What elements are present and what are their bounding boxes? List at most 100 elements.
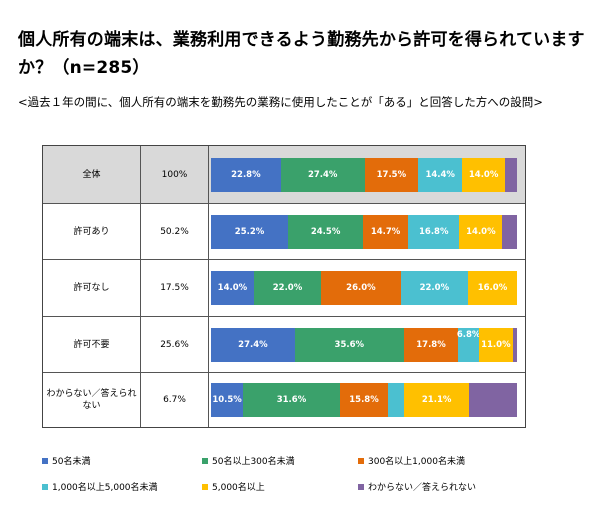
- row-total: 6.7%: [141, 373, 209, 427]
- row-label: 全体: [43, 146, 141, 203]
- data-label: 27.4%: [307, 169, 338, 180]
- bar-segment: 11.0%: [479, 327, 513, 362]
- legend-label: 5,000名以上: [212, 483, 265, 493]
- legend-item: 50名以上300名未満: [202, 454, 295, 467]
- bar-segment: [388, 383, 405, 417]
- data-label: 11.0%: [481, 339, 511, 350]
- bar-segment: 24.5%: [288, 214, 364, 249]
- legend-item: 50名未満: [42, 454, 90, 467]
- bar-cell: 27.4% 35.6% 17.8% 6.8% 11.0%: [209, 317, 525, 372]
- legend: 50名未満 50名以上300名未満 300名以上1,000名未満 1,000名以上5,…: [42, 450, 562, 493]
- bar-segment: 21.1%: [404, 383, 469, 417]
- bar-segment: 16.0%: [468, 271, 517, 305]
- bar-cell: 14.0% 22.0% 26.0% 22.0% 16.0%: [209, 260, 525, 316]
- chart-title: 個人所有の端末は、業務利用できるよう勤務先から許可を得られていますか？（n=28…: [18, 30, 585, 78]
- data-label: 27.4%: [238, 339, 268, 350]
- bar-segment: 31.6%: [243, 383, 340, 417]
- data-label: 24.5%: [310, 226, 341, 237]
- bar-segment: 6.8%: [456, 327, 481, 362]
- data-label: 14.7%: [370, 226, 401, 237]
- legend-swatch: [358, 457, 364, 464]
- table-row: 許可不要 25.6% 27.4% 35.6% 17.8% 6.8% 11.0%: [43, 316, 525, 372]
- bar-segment: 14.0%: [211, 271, 254, 305]
- stacked-bar-table: 全体 100% 22.8% 27.4% 17.5% 14.4% 14.0% 許可あり 50.2%…: [42, 145, 526, 428]
- data-label: 16.0%: [477, 283, 508, 293]
- bar-segment: [502, 214, 517, 249]
- bar-segment: [505, 157, 517, 192]
- row-total: 100%: [141, 146, 209, 203]
- legend-swatch: [42, 457, 48, 464]
- data-label: 21.1%: [421, 395, 452, 405]
- data-label: 14.0%: [468, 169, 499, 180]
- data-label: 14.0%: [466, 226, 496, 237]
- data-label: 17.8%: [416, 339, 446, 350]
- data-label: 22.0%: [272, 283, 303, 293]
- bar-segment: 14.0%: [462, 157, 506, 192]
- data-label: 35.6%: [334, 339, 365, 350]
- legend-label: 1,000名以上5,000名未満: [52, 483, 158, 493]
- bar-cell: 25.2% 24.5% 14.7% 16.8% 14.0%: [209, 204, 525, 259]
- bar-segment: 16.8%: [408, 214, 460, 249]
- legend-label: 50名以上300名未満: [212, 457, 295, 467]
- row-label: わからない／答えられない: [43, 373, 141, 427]
- bar-segment: 22.8%: [211, 157, 281, 192]
- table-row: 許可なし 17.5% 14.0% 22.0% 26.0% 22.0% 16.0%: [43, 259, 525, 316]
- bar-segment: [512, 327, 517, 362]
- bar-segment: 22.0%: [253, 271, 322, 305]
- stacked-bar: 14.0% 22.0% 26.0% 22.0% 16.0%: [211, 271, 517, 305]
- bar-segment: 17.8%: [403, 327, 459, 362]
- bar-segment: 26.0%: [321, 271, 401, 305]
- data-label: 31.6%: [276, 395, 307, 405]
- bar-segment: [468, 383, 517, 417]
- stacked-bar: 27.4% 35.6% 17.8% 6.8% 11.0%: [211, 327, 517, 362]
- row-total: 50.2%: [141, 204, 209, 259]
- legend-swatch: [202, 483, 208, 490]
- row-label: 許可あり: [43, 204, 141, 259]
- bar-segment: 35.6%: [294, 327, 404, 362]
- bar-cell: 22.8% 27.4% 17.5% 14.4% 14.0%: [209, 146, 525, 203]
- legend-swatch: [358, 483, 364, 490]
- bar-segment: 22.0%: [400, 271, 468, 305]
- data-label: 26.0%: [346, 283, 376, 293]
- table-row: 許可あり 50.2% 25.2% 24.5% 14.7% 16.8% 14.0%: [43, 203, 525, 259]
- row-label: 許可不要: [43, 317, 141, 372]
- row-label: 許可なし: [43, 260, 141, 316]
- row-total: 17.5%: [141, 260, 209, 316]
- bar-segment: 25.2%: [211, 214, 289, 249]
- row-total: 25.6%: [141, 317, 209, 372]
- bar-segment: 10.5%: [211, 383, 244, 417]
- legend-item: わからない／答えられない: [358, 480, 476, 493]
- data-label: 25.2%: [234, 226, 265, 237]
- legend-label: 300名以上1,000名未満: [368, 457, 465, 467]
- stacked-bar: 10.5% 31.6% 15.8% 21.1%: [211, 383, 517, 417]
- data-label: 22.0%: [419, 283, 450, 293]
- legend-label: わからない／答えられない: [368, 483, 477, 493]
- legend-swatch: [42, 483, 48, 490]
- bar-cell: 10.5% 31.6% 15.8% 21.1%: [209, 373, 525, 427]
- table-row: わからない／答えられない 6.7% 10.5% 31.6% 15.8% 21.1%: [43, 372, 525, 427]
- legend-item: 1,000名以上5,000名未満: [42, 480, 158, 493]
- stacked-bar: 22.8% 27.4% 17.5% 14.4% 14.0%: [211, 157, 517, 192]
- data-label: 16.8%: [419, 226, 449, 237]
- data-label: 15.8%: [349, 395, 379, 405]
- data-label: 17.5%: [376, 169, 407, 180]
- bar-segment: 15.8%: [339, 383, 389, 417]
- bar-segment: 14.0%: [459, 214, 503, 249]
- legend-swatch: [202, 457, 208, 464]
- stacked-bar: 25.2% 24.5% 14.7% 16.8% 14.0%: [211, 214, 517, 249]
- table-row: 全体 100% 22.8% 27.4% 17.5% 14.4% 14.0%: [43, 146, 525, 203]
- data-label: 22.8%: [231, 169, 261, 180]
- data-label: 14.0%: [217, 283, 248, 293]
- bar-segment: 27.4%: [280, 157, 365, 192]
- legend-label: 50名未満: [52, 457, 91, 467]
- legend-item: 300名以上1,000名未満: [358, 454, 465, 467]
- bar-segment: 14.4%: [418, 157, 463, 192]
- data-label: 10.5%: [212, 395, 242, 405]
- legend-item: 5,000名以上: [202, 480, 265, 493]
- chart-subtitle: <過去１年の間に、個人所有の端末を勤務先の業務に使用したことが「ある」と回答した…: [18, 95, 543, 109]
- data-label: 14.4%: [425, 169, 455, 180]
- bar-segment: 17.5%: [364, 157, 419, 192]
- bar-segment: 14.7%: [363, 214, 409, 249]
- data-label: 6.8%: [456, 329, 481, 340]
- bar-segment: 27.4%: [211, 327, 295, 362]
